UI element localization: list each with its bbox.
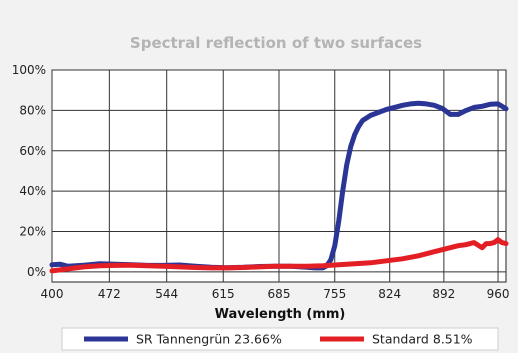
- y-tick-label: 40%: [19, 184, 46, 198]
- x-tick-label: 960: [487, 287, 510, 301]
- y-axis: 0% 20% 40% 60% 80% 100%: [12, 63, 46, 279]
- legend-label-1: SR Tannengrün 23.66%: [136, 332, 282, 347]
- x-tick-label: 615: [212, 287, 235, 301]
- x-tick-label: 400: [41, 287, 64, 301]
- x-axis: 400 472 544 615 685 755 824 892 960: [41, 287, 510, 301]
- legend-label-2: Standard 8.51%: [372, 332, 473, 347]
- series-lines: [49, 100, 509, 274]
- chart-title: Spectral reflection of two surfaces: [130, 34, 422, 52]
- x-axis-title: Wavelength (mm): [215, 307, 346, 322]
- y-tick-label: 80%: [19, 103, 46, 117]
- x-tick-label: 544: [155, 287, 178, 301]
- x-tick-label: 892: [432, 287, 455, 301]
- x-tick-label: 755: [323, 287, 346, 301]
- grid-lines: [51, 69, 506, 282]
- x-tick-label: 824: [378, 287, 401, 301]
- series-line-2: [49, 237, 509, 274]
- y-tick-label: 60%: [19, 144, 46, 158]
- x-tick-label: 685: [268, 287, 291, 301]
- y-tick-label: 100%: [12, 63, 46, 77]
- legend-box: [61, 327, 499, 351]
- y-tick-label: 0%: [27, 265, 46, 279]
- legend: SR Tannengrün 23.66% Standard 8.51%: [61, 327, 499, 351]
- y-tick-label: 20%: [19, 225, 46, 239]
- x-tick-label: 472: [98, 287, 121, 301]
